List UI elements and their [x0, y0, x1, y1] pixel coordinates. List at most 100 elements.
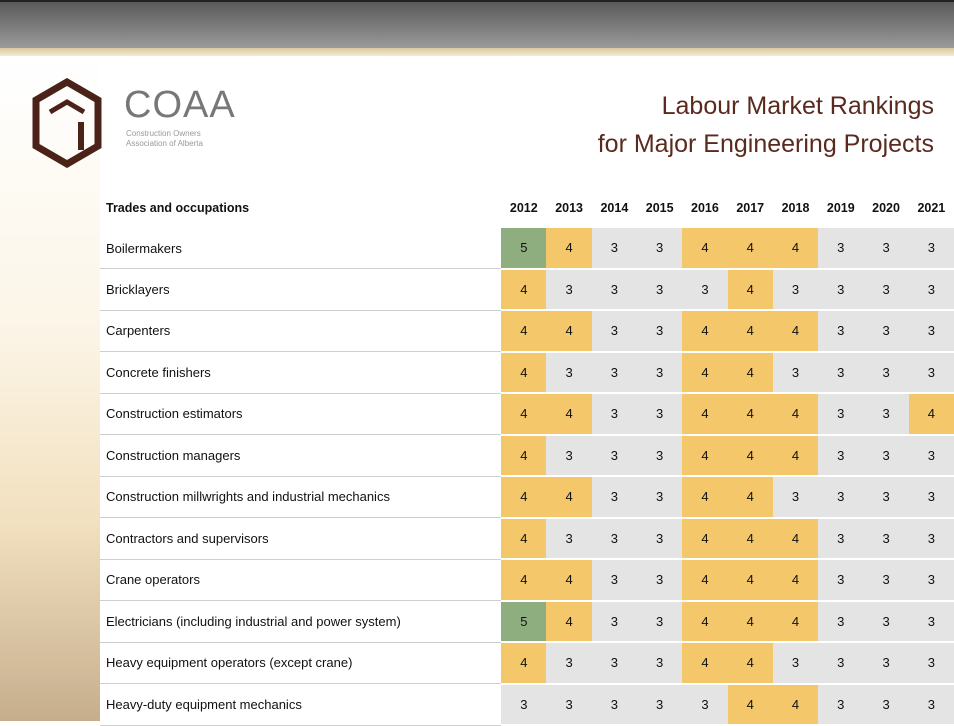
top-bar: [0, 0, 954, 48]
rank-cell: 3: [591, 476, 638, 519]
rank-cell: 3: [908, 517, 954, 560]
row-label: Carpenters: [100, 310, 502, 352]
rank-cell: 4: [501, 268, 547, 311]
rank-cell: 4: [546, 310, 592, 353]
rank-cell: 3: [591, 559, 638, 602]
rank-cell: 3: [818, 351, 864, 394]
rank-cell: 3: [818, 600, 864, 643]
rank-cell: 4: [682, 228, 728, 270]
rank-cell: 4: [727, 434, 773, 477]
rank-cell: 3: [908, 351, 954, 394]
row-label: Construction millwrights and industrial …: [100, 476, 502, 518]
rank-cell: 4: [772, 600, 819, 643]
table-row: Carpenters 4 4 3 3 4 4 4 3 3 3: [100, 310, 954, 353]
rank-cell: 4: [682, 393, 728, 436]
year-header: 2021: [917, 201, 946, 215]
header-row: Trades and occupations 2012 2013 2014 2015 20…: [100, 188, 954, 228]
rank-cell: 3: [772, 351, 819, 394]
rank-cell: 3: [637, 476, 683, 519]
rank-cell: 4: [682, 559, 728, 602]
rank-cell: 4: [772, 559, 819, 602]
rank-cell: 3: [863, 683, 909, 726]
rank-cell: 3: [546, 683, 592, 726]
row-label: Construction managers: [100, 434, 502, 477]
rank-cell: 4: [727, 393, 773, 436]
rank-cell: 4: [727, 476, 773, 519]
rank-cell: 4: [682, 310, 728, 353]
rank-cell: 4: [501, 476, 547, 519]
logo-tagline: Association of Alberta: [126, 139, 203, 148]
table-row: Heavy equipment operators (except crane)…: [100, 642, 954, 685]
rank-cell: 4: [546, 476, 592, 519]
rank-cell: 4: [727, 310, 773, 353]
row-label: Concrete finishers: [100, 351, 502, 394]
rank-cell: 4: [501, 310, 547, 353]
table-row: Construction estimators 4 4 3 3 4 4 4 3 3 4: [100, 393, 954, 436]
row-label: Heavy-duty equipment mechanics: [100, 683, 502, 726]
logo-bar: [78, 122, 84, 150]
rank-cell: 4: [682, 434, 728, 477]
rank-cell: 3: [546, 517, 592, 560]
rank-cell: 3: [591, 517, 638, 560]
year-header: 2013: [555, 201, 583, 215]
logo-tagline: Construction Owners: [126, 129, 201, 138]
rank-cell: 3: [818, 228, 864, 270]
rank-cell: 3: [863, 351, 909, 394]
rank-cell: 3: [908, 268, 954, 311]
rank-cell: 3: [637, 517, 683, 560]
rank-cell: 3: [908, 228, 954, 270]
rank-cell: 4: [501, 517, 547, 560]
year-header: 2015: [645, 201, 674, 215]
column-header: Trades and occupations: [106, 201, 250, 215]
rank-cell: 5: [501, 600, 547, 643]
rank-cell: 3: [637, 393, 683, 436]
row-label: Bricklayers: [100, 268, 502, 311]
rank-cell: 3: [908, 642, 954, 685]
table-row: Concrete finishers 4 3 3 3 4 4 3 3 3 3: [100, 351, 954, 394]
rank-cell: 4: [727, 268, 773, 311]
rank-cell: 4: [682, 351, 728, 394]
rank-cell: 3: [818, 310, 864, 353]
rank-cell: 3: [818, 517, 864, 560]
rank-cell: 4: [546, 228, 592, 270]
rank-cell: 4: [546, 559, 592, 602]
year-header: 2014: [600, 201, 629, 215]
rank-cell: 3: [908, 559, 954, 602]
rank-cell: 4: [501, 351, 547, 394]
rank-cell: 3: [682, 268, 728, 311]
rank-cell: 3: [863, 310, 909, 353]
rank-cell: 4: [682, 476, 728, 519]
row-label: Crane operators: [100, 559, 502, 601]
rank-cell: 3: [591, 310, 638, 353]
year-header: 2016: [691, 201, 719, 215]
row-label: Contractors and supervisors: [100, 517, 502, 560]
rank-cell: 3: [818, 476, 864, 519]
rank-cell: 4: [772, 517, 819, 560]
title: for Major Engineering Projects: [597, 130, 934, 158]
row-label: Heavy equipment operators (except crane): [100, 642, 502, 684]
rank-cell: 3: [863, 559, 909, 602]
ranking-table: Trades and occupations 2012 2013 2014 2015 20…: [100, 188, 954, 726]
table-body: Boilermakers 5 4 3 3 4 4 4 3 3 3 Bricklayers 4 3 3 3 3 4 3…: [100, 228, 954, 726]
rank-cell: 3: [863, 434, 909, 477]
rank-cell: 4: [772, 310, 819, 353]
rank-cell: 4: [772, 228, 819, 270]
rank-cell: 3: [682, 683, 728, 726]
rank-cell: 3: [863, 228, 909, 270]
rank-cell: 3: [818, 683, 864, 726]
rank-cell: 3: [908, 434, 954, 477]
table-row: Contractors and supervisors 4 3 3 3 4 4 4 3 3 3: [100, 517, 954, 560]
rank-cell: 3: [637, 600, 683, 643]
logo-roof: [48, 99, 86, 115]
year-header: 2018: [781, 201, 810, 215]
rank-cell: 3: [818, 393, 864, 436]
rank-cell: 4: [501, 434, 547, 477]
rank-cell: 3: [908, 683, 954, 726]
rank-cell: 4: [772, 393, 819, 436]
rank-cell: 3: [637, 268, 683, 311]
rank-cell: 4: [772, 683, 819, 726]
rank-cell: 4: [727, 517, 773, 560]
rank-cell: 3: [908, 600, 954, 643]
logo-hexagon: [32, 78, 102, 168]
rank-cell: 4: [682, 517, 728, 560]
